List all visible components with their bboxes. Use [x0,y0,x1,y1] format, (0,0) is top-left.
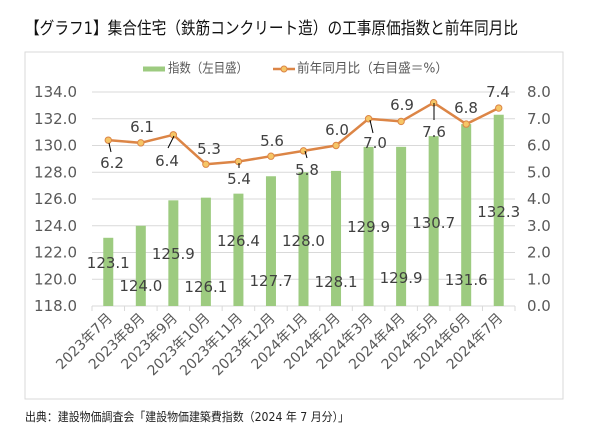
y-axis-left: 118.0 120.0 122.0 124.0 126.0 128.0 130.0 132.0… [34,83,77,315]
bar-data-label: 130.7 [412,214,455,232]
leader-line [108,142,112,153]
line-point [495,104,503,112]
bar-data-label: 124.0 [119,277,162,295]
line-point [234,157,243,166]
line-data-label: 5.8 [295,161,319,179]
bar-data-label: 126.4 [217,232,260,250]
bar-series [103,114,504,306]
bar [233,193,244,306]
bar [428,136,439,306]
bar [298,172,309,306]
line-data-label: 6.4 [155,152,179,170]
bar-data-label: 123.1 [87,254,130,272]
bar-data-label: 128.0 [282,232,325,250]
legend-item-yoy: 前年同月比（右目盛＝%） [273,61,448,77]
leader-line [167,135,175,149]
bar-data-label: 127.7 [249,272,292,290]
y-right-tick-label: 3.0 [527,217,551,235]
line-point [104,136,112,144]
y-left-tick-label: 126.0 [34,190,77,208]
line-point [332,141,340,150]
y-left-tick-label: 120.0 [34,270,77,288]
line-data-label: 6.2 [100,154,124,172]
y-right-tick-label: 0.0 [527,297,551,315]
y-right-tick-label: 4.0 [527,190,551,208]
legend-marker-icon [280,65,288,73]
line-point [202,160,210,168]
y-left-tick-label: 132.0 [34,110,77,128]
leader-line [304,150,308,159]
y-right-tick-label: 8.0 [527,83,551,101]
bar [200,197,211,306]
line-series [104,99,503,168]
bar-data-label: 132.3 [477,203,520,221]
legend-bar-swatch [143,66,165,72]
bar-data-label: 131.6 [445,271,488,289]
y-right-tick-label: 5.0 [527,163,551,181]
y-left-tick-label: 130.0 [34,137,77,155]
y-right-tick-label: 6.0 [527,137,551,155]
line-data-label: 7.4 [486,83,510,101]
y-axis-right: 0.0 1.0 2.0 3.0 4.0 5.0 6.0 7.0 8.0 [527,83,551,315]
y-left-tick-label: 118.0 [34,297,77,315]
bar [135,225,146,306]
bar [103,237,114,306]
legend-label-yoy: 前年同月比（右目盛＝%） [297,61,448,77]
bar [461,124,472,306]
bar-data-label: 125.9 [152,245,195,263]
line-data-label: 5.3 [197,140,221,158]
bar-data-label: 129.9 [380,269,423,287]
line-point [397,117,405,126]
bar-data-label: 126.1 [184,278,227,296]
line-data-label: 6.9 [390,96,414,114]
y-left-tick-label: 124.0 [34,217,77,235]
bar [363,146,374,306]
bar-data-label: 129.9 [347,218,390,236]
line-data-label: 7.0 [363,134,387,152]
y-left-tick-label: 122.0 [34,244,77,262]
line-point [364,115,373,123]
legend: 指数（左目盛） 前年同月比（右目盛＝%） [143,61,448,77]
leader-lines [108,103,435,168]
bar [396,146,407,306]
line-data-label: 5.4 [227,170,251,188]
y-left-tick-label: 134.0 [34,83,77,101]
bar [265,176,276,306]
line-data-label: 5.6 [260,132,284,150]
y-right-tick-label: 2.0 [527,244,551,262]
bar-data-label: 128.1 [315,273,358,291]
leader-line [369,119,374,134]
source-note: 出典：建設物価調査会「建設物価建築費指数（2024 年 7 月分）」 [25,409,349,424]
bar [168,200,179,306]
y-right-tick-label: 1.0 [527,270,551,288]
bar [331,170,342,306]
line-data-label: 6.0 [325,121,349,139]
legend-label-index: 指数（左目盛） [168,62,248,77]
line-data-label: 6.8 [454,99,478,117]
line-point [267,152,275,160]
line-point [462,120,470,128]
y-left-tick-label: 128.0 [34,163,77,181]
line-point [137,139,145,147]
y-right-tick-label: 7.0 [527,110,551,128]
chart-title: 【グラフ1】集合住宅（鉄筋コンクリート造）の工事原価指数と前年同月比 [25,19,518,39]
bar [493,114,504,306]
line-data-label: 6.1 [130,118,154,136]
data-labels: 123.1 124.0 125.9 126.1 126.4 127.7 128.0 128.1… [87,83,520,296]
line-data-label: 7.6 [422,123,446,141]
legend-item-index: 指数（左目盛） [143,62,248,77]
